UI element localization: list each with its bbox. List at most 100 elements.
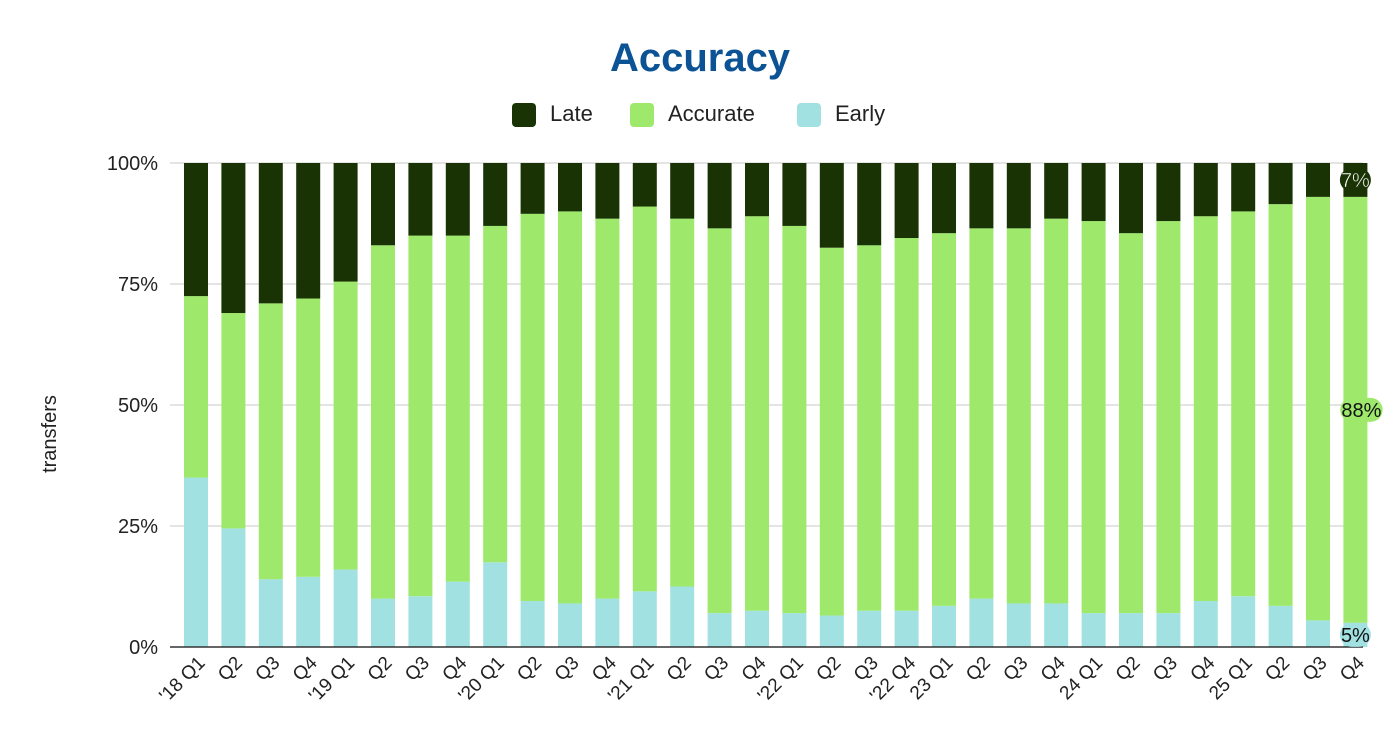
bar-segment-accurate: [1044, 218, 1069, 604]
bar-stack: [670, 163, 695, 647]
bar-stack: [1268, 163, 1293, 647]
bar-segment-accurate: [1306, 196, 1330, 621]
bar-segment-late: [408, 163, 433, 236]
data-label-text: 5%: [1341, 625, 1370, 647]
data-label-background: [1339, 167, 1371, 192]
bar-segment-early: [1006, 603, 1031, 647]
bar-segment-accurate: [1119, 233, 1143, 614]
x-tick-label: Q3: [700, 653, 733, 686]
legend-label-late: Late: [550, 101, 593, 126]
bar-segment-late: [258, 163, 283, 304]
bar-segment-late: [221, 163, 246, 314]
bar-segment-late: [333, 163, 358, 282]
bar-segment-early: [595, 598, 620, 647]
x-tick-label: 24 Q1: [1056, 653, 1107, 704]
bar-segment-early: [1306, 620, 1330, 647]
bar-segment-early: [1044, 603, 1069, 647]
bar-stack: [932, 163, 956, 647]
bar-stack: [632, 163, 657, 647]
x-tick-label: Q3: [1299, 653, 1332, 686]
bar-segment-early: [258, 579, 283, 647]
x-tick-label: Q2: [813, 653, 846, 686]
bar-stack: [857, 163, 882, 647]
bar-stack: [445, 163, 470, 647]
bar-segment-late: [1044, 163, 1069, 219]
bar-segment-late: [371, 163, 395, 246]
bar-segment-accurate: [1156, 221, 1181, 614]
bar-segment-early: [1231, 596, 1256, 647]
bar-segment-late: [819, 163, 844, 248]
bar-segment-accurate: [296, 298, 321, 577]
bar-segment-early: [1081, 613, 1106, 647]
bar-stack: [745, 163, 769, 647]
bar-segment-late: [445, 163, 470, 236]
bar-segment-accurate: [333, 281, 358, 570]
legend-swatch-early: [797, 103, 821, 127]
bar-segment-early: [333, 569, 358, 647]
bar-stack: [782, 163, 807, 647]
bar-segment-accurate: [520, 213, 545, 602]
bar-segment-late: [857, 163, 882, 246]
bar-segment-accurate: [371, 245, 395, 599]
bar-segment-accurate: [670, 218, 695, 587]
bar-segment-accurate: [857, 245, 882, 611]
bar-segment-accurate: [894, 238, 919, 611]
bar-segment-late: [1306, 163, 1330, 197]
bar-segment-accurate: [782, 225, 807, 614]
bar-stack: [483, 163, 508, 647]
bar-segment-early: [558, 603, 582, 647]
bar-segment-late: [520, 163, 545, 214]
bar-segment-late: [595, 163, 620, 219]
legend-swatch-late: [512, 103, 536, 127]
bar-segment-late: [483, 163, 508, 226]
bar-stack: [1119, 163, 1143, 647]
bar-stack: [894, 163, 919, 647]
bar-stack: [1006, 163, 1031, 647]
bar-segment-late: [1119, 163, 1143, 234]
bar-segment-accurate: [632, 206, 657, 592]
bar-stack: [296, 163, 321, 647]
bar-segment-accurate: [819, 247, 844, 616]
bar-segment-late: [745, 163, 769, 217]
bar-stack: [371, 163, 395, 647]
bar-segment-late: [932, 163, 956, 234]
bar-stack: [1156, 163, 1181, 647]
legend-label-early: Early: [835, 101, 885, 126]
bar-stack: [558, 163, 582, 647]
x-tick-label: 23 Q1: [906, 653, 957, 704]
bar-stack: [221, 163, 246, 647]
bar-segment-early: [184, 477, 208, 647]
x-tick-label: Q3: [1149, 653, 1182, 686]
bar-segment-late: [707, 163, 732, 229]
bar-segment-early: [371, 598, 395, 647]
x-tick-label: '18 Q1: [156, 653, 210, 707]
y-tick-label: 0%: [129, 637, 158, 659]
bar-segment-early: [1119, 613, 1143, 647]
bar-segment-early: [932, 605, 956, 647]
bar-stack: [595, 163, 620, 647]
data-labels: 7% 88% 5%: [1339, 167, 1383, 647]
bar-segment-accurate: [745, 216, 769, 611]
bar-segment-early: [221, 528, 246, 647]
bar-segment-accurate: [1231, 211, 1256, 597]
x-axis-ticks: '18 Q1 Q2 Q3 Q4'19 Q1 Q2 Q3 Q4'20 Q1 Q2 Q3 Q4'21 …: [156, 652, 1370, 706]
bar-segment-accurate: [1006, 228, 1031, 604]
chart-title: Accuracy: [610, 36, 791, 80]
bar-segment-accurate: [483, 225, 508, 563]
y-tick-label: 25%: [118, 516, 158, 538]
bar-segment-late: [1268, 163, 1293, 205]
bars: [184, 163, 1368, 647]
bar-segment-late: [670, 163, 695, 219]
bar-segment-late: [969, 163, 994, 229]
bar-segment-early: [296, 576, 321, 647]
bar-stack: [520, 163, 545, 647]
data-label-early: 5%: [1339, 622, 1371, 647]
bar-segment-late: [894, 163, 919, 239]
x-tick-label: Q2: [1261, 653, 1294, 686]
x-tick-label: Q2: [1112, 653, 1145, 686]
data-label-background: [1340, 397, 1383, 422]
bar-stack: [1044, 163, 1069, 647]
bar-segment-late: [1231, 163, 1256, 212]
x-tick-label: 25 Q1: [1205, 653, 1256, 704]
